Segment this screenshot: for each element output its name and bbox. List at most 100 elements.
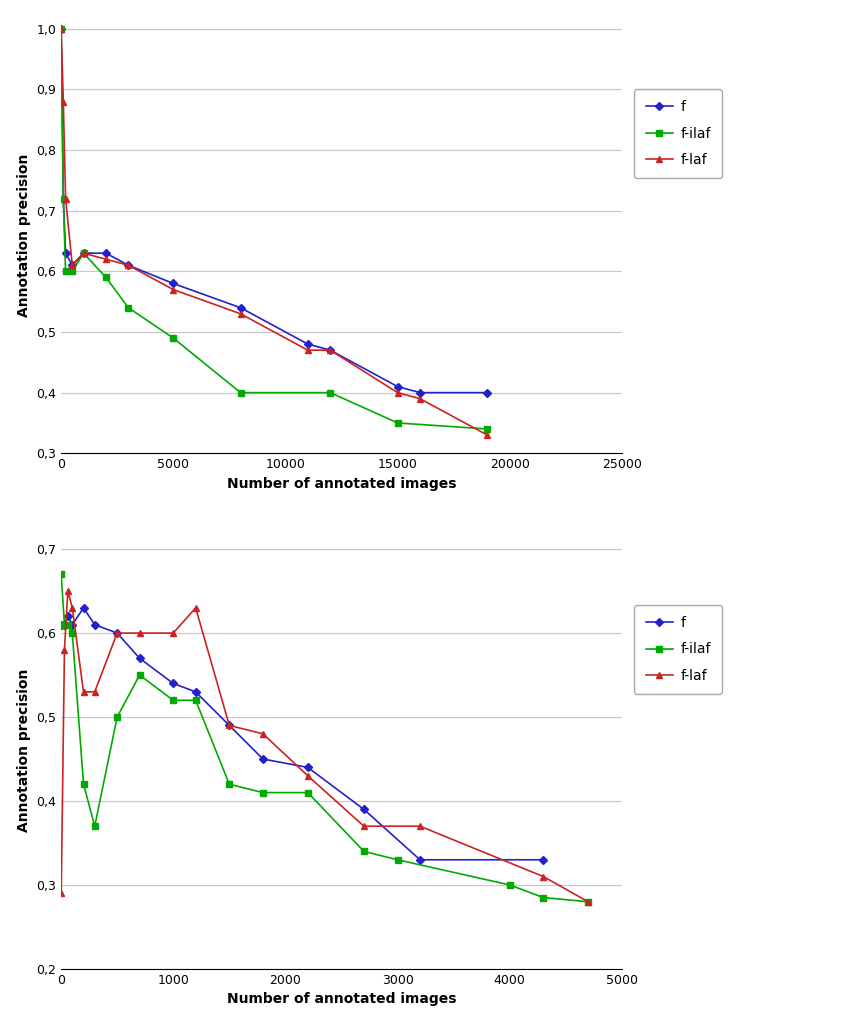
f-laf	[67, 602, 77, 614]
f	[112, 627, 122, 639]
f	[168, 677, 178, 690]
f-ilaf	[60, 619, 70, 631]
f-ilaf	[67, 627, 77, 639]
f-ilaf	[583, 895, 593, 907]
f-ilaf	[235, 387, 246, 399]
f	[538, 853, 548, 865]
f	[235, 302, 246, 314]
f-laf	[190, 602, 201, 614]
f-ilaf	[224, 779, 235, 791]
f-laf	[415, 820, 425, 833]
f	[359, 803, 369, 815]
f-laf	[56, 23, 66, 35]
f-laf	[235, 308, 246, 320]
f-laf	[112, 627, 122, 639]
f-laf	[63, 585, 73, 597]
f-laf	[258, 727, 268, 740]
f-laf	[60, 192, 71, 205]
f	[303, 338, 313, 350]
f-ilaf	[538, 891, 548, 903]
f-laf	[89, 685, 99, 698]
Line: f-laf: f-laf	[59, 26, 490, 438]
f	[78, 602, 88, 614]
f-ilaf	[303, 787, 313, 799]
f	[134, 652, 145, 664]
f-laf	[168, 283, 178, 296]
f	[123, 259, 133, 271]
f	[101, 247, 111, 259]
f-ilaf	[112, 711, 122, 723]
f-ilaf	[168, 695, 178, 707]
f-laf	[101, 253, 111, 265]
f	[482, 387, 492, 399]
f-ilaf	[89, 820, 99, 833]
f-laf	[326, 344, 336, 356]
Legend: f, f-ilaf, f-laf: f, f-ilaf, f-laf	[634, 89, 722, 178]
f	[393, 381, 403, 393]
f-ilaf	[59, 192, 69, 205]
f-ilaf	[393, 416, 403, 429]
f-ilaf	[60, 265, 71, 277]
f	[326, 344, 336, 356]
Y-axis label: Annotation precision: Annotation precision	[17, 153, 31, 317]
f	[258, 753, 268, 765]
f-laf	[60, 643, 70, 656]
f-ilaf	[67, 265, 77, 277]
f-ilaf	[123, 302, 133, 314]
f-laf	[67, 259, 77, 271]
f-ilaf	[326, 387, 336, 399]
f-laf	[134, 627, 145, 639]
f-ilaf	[56, 568, 66, 580]
f-laf	[56, 887, 66, 899]
f-ilaf	[63, 619, 73, 631]
f-laf	[583, 895, 593, 907]
f	[415, 387, 425, 399]
f	[56, 619, 66, 631]
f	[60, 247, 71, 259]
f-laf	[482, 429, 492, 441]
f-ilaf	[359, 845, 369, 857]
Y-axis label: Annotation precision: Annotation precision	[17, 669, 31, 833]
f-ilaf	[101, 271, 111, 283]
f-ilaf	[134, 669, 145, 681]
f	[60, 619, 70, 631]
f	[415, 853, 425, 865]
X-axis label: Number of annotated images: Number of annotated images	[227, 992, 456, 1007]
f-laf	[303, 769, 313, 782]
f-ilaf	[78, 247, 88, 259]
f	[168, 277, 178, 290]
f-laf	[538, 871, 548, 883]
f-laf	[78, 685, 88, 698]
f	[224, 719, 235, 731]
Legend: f, f-ilaf, f-laf: f, f-ilaf, f-laf	[634, 605, 722, 694]
X-axis label: Number of annotated images: Number of annotated images	[227, 477, 456, 491]
f	[59, 192, 69, 205]
f	[63, 610, 73, 622]
f	[190, 685, 201, 698]
f	[67, 259, 77, 271]
Line: f: f	[59, 26, 490, 396]
f-laf	[393, 387, 403, 399]
f-laf	[59, 95, 69, 107]
Line: f-laf: f-laf	[59, 588, 591, 904]
f-ilaf	[258, 787, 268, 799]
f	[67, 619, 77, 631]
f	[303, 761, 313, 773]
f	[78, 247, 88, 259]
f-laf	[359, 820, 369, 833]
f-ilaf	[505, 879, 515, 891]
f	[56, 23, 66, 35]
f-ilaf	[393, 853, 403, 865]
f-laf	[303, 344, 313, 356]
f-laf	[168, 627, 178, 639]
f-laf	[224, 719, 235, 731]
f-ilaf	[56, 23, 66, 35]
f-laf	[415, 393, 425, 405]
f-ilaf	[190, 695, 201, 707]
Line: f-ilaf: f-ilaf	[59, 572, 591, 904]
f-ilaf	[168, 331, 178, 344]
f-laf	[78, 247, 88, 259]
f-ilaf	[482, 422, 492, 435]
Line: f: f	[59, 606, 547, 862]
Line: f-ilaf: f-ilaf	[59, 26, 490, 432]
